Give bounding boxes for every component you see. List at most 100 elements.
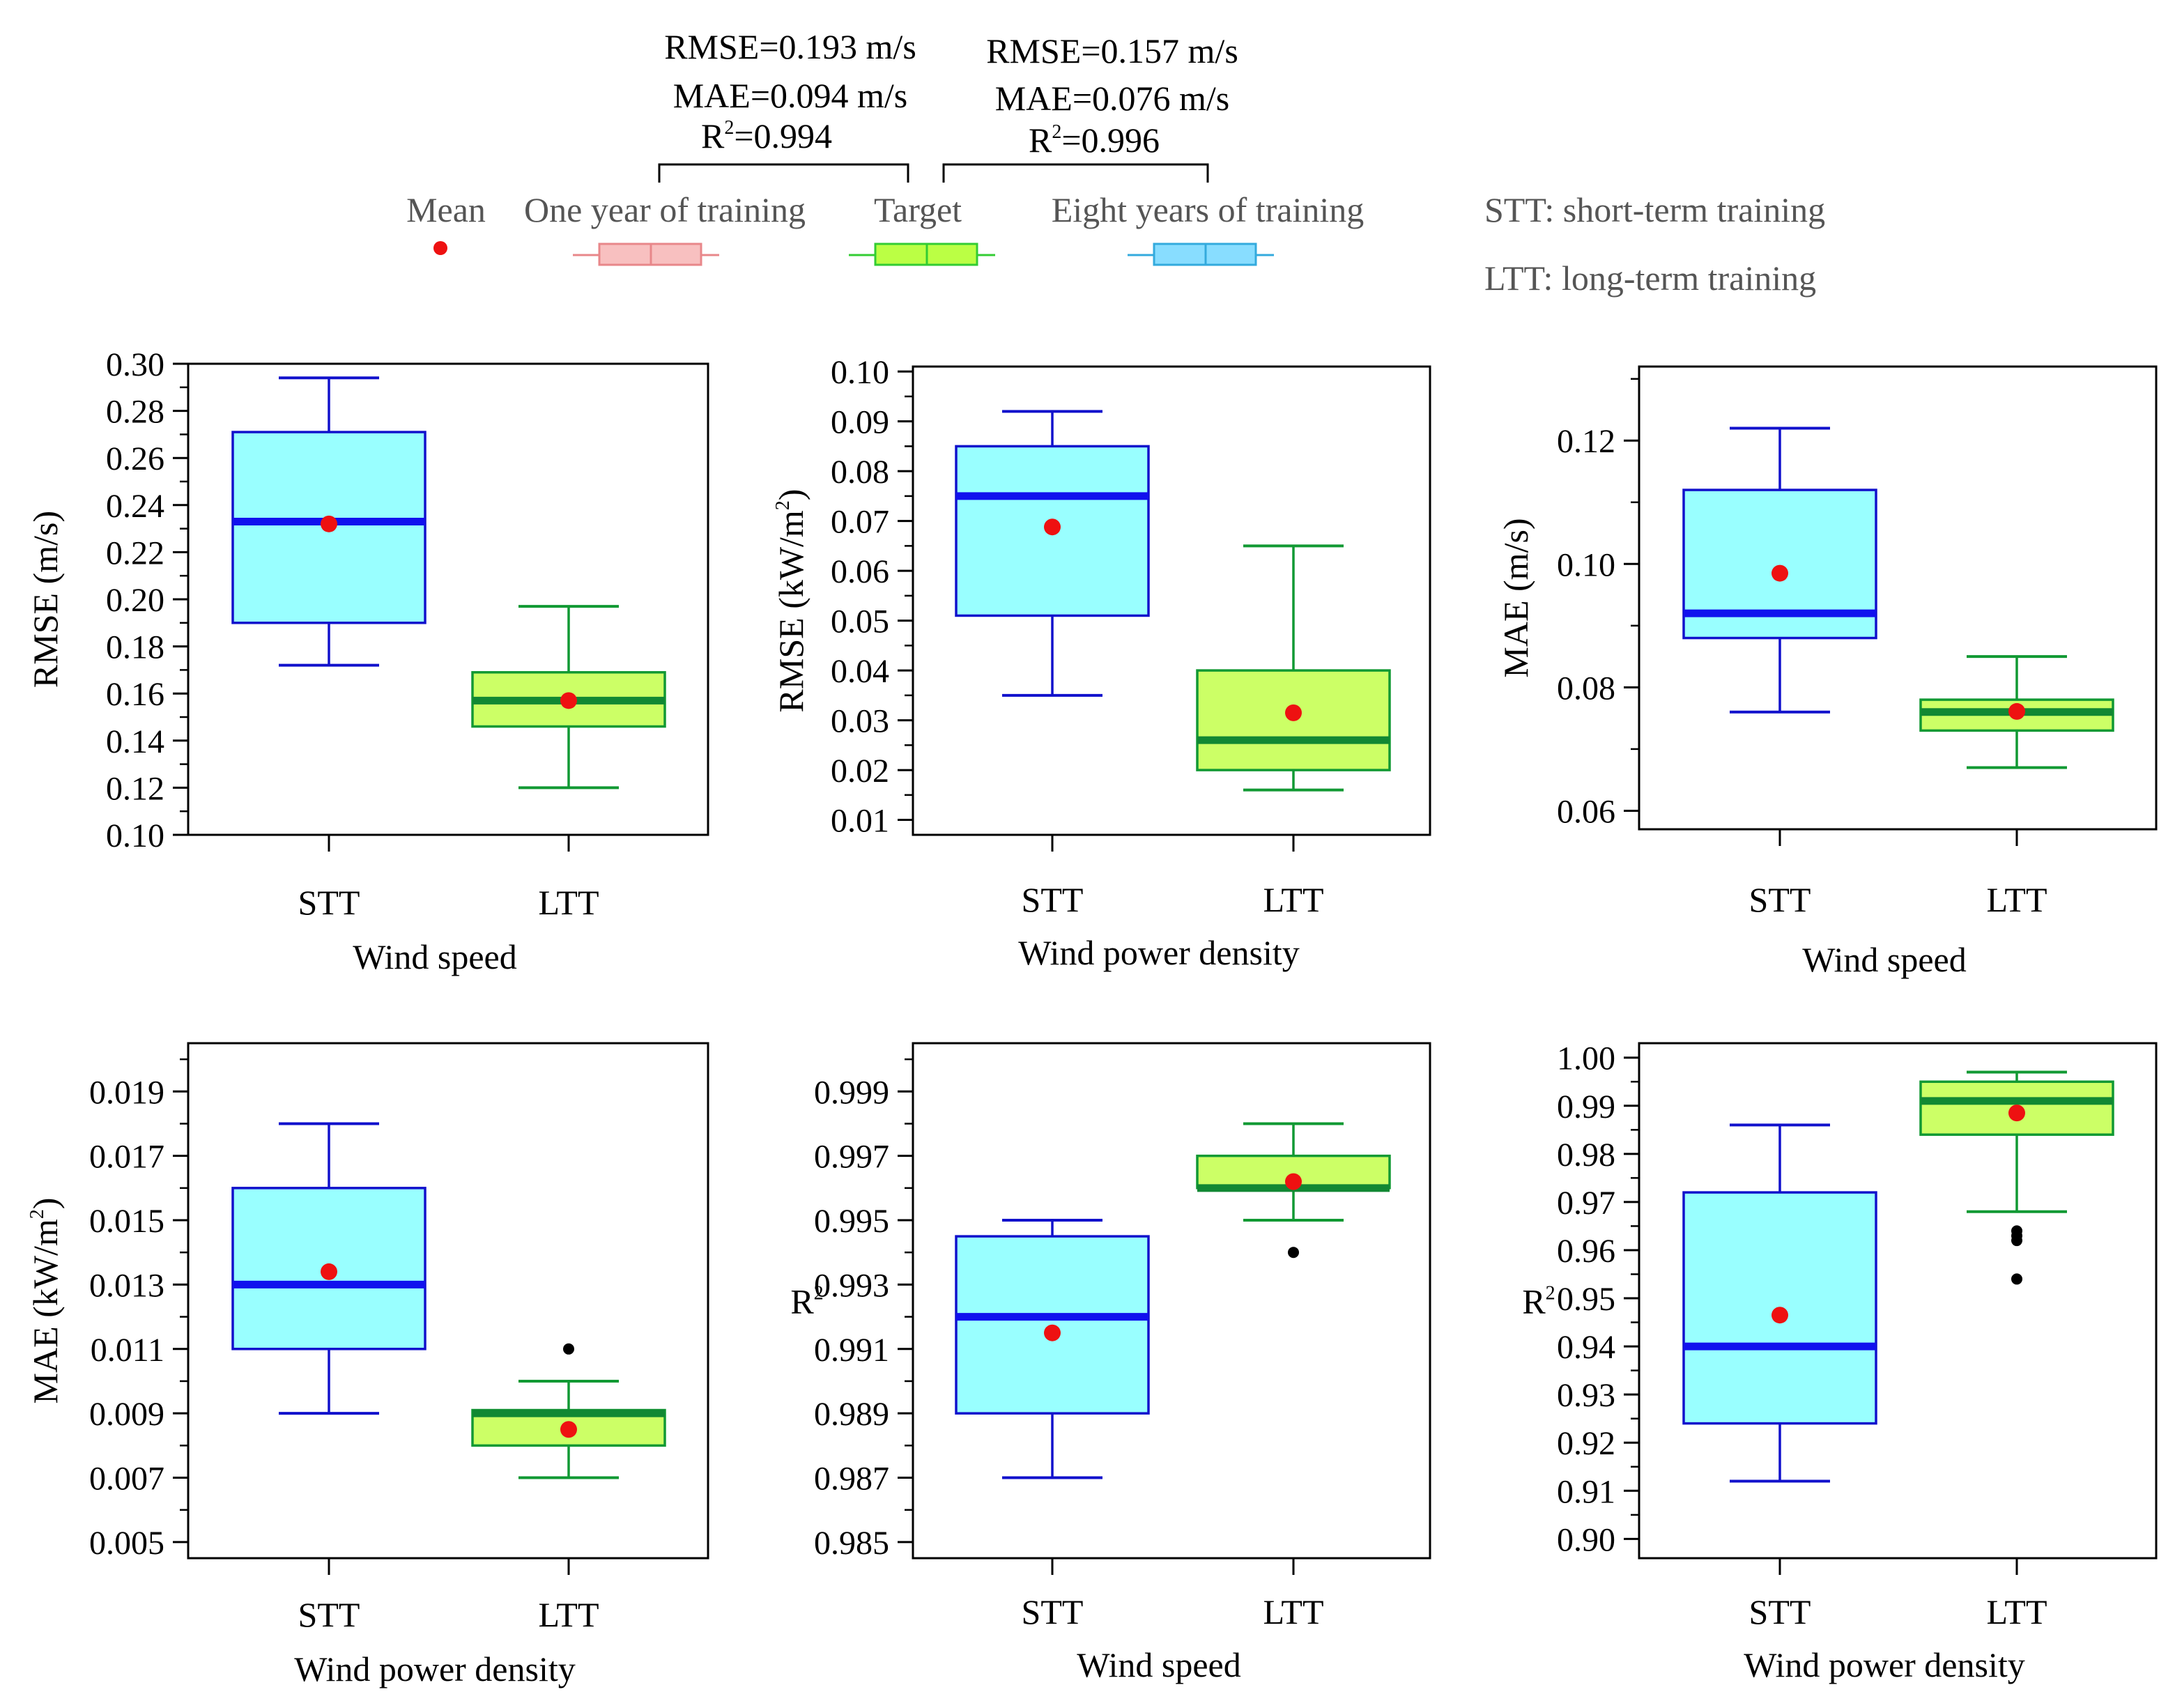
y-tick-label: 0.93 xyxy=(1557,1377,1615,1414)
x-category-label: STT xyxy=(1022,880,1084,919)
y-tick-label: 0.08 xyxy=(1557,670,1615,707)
legend-mean-marker xyxy=(433,241,447,255)
x-category-label: STT xyxy=(1022,1592,1084,1631)
y-tick-label: 0.08 xyxy=(831,454,889,491)
y-tick-label: 0.06 xyxy=(1557,793,1615,830)
mean-marker xyxy=(560,692,577,709)
stt-mae-text: MAE=0.094 m/s xyxy=(673,76,908,115)
panel-p1: 0.10 0.12 0.14 0.16 0.18 0.20 0.22 0.24 0.26 0.28… xyxy=(26,346,709,976)
y-axis-label-main: R xyxy=(1522,1282,1546,1321)
plot-frame xyxy=(1638,365,2158,831)
y-tick-label: 0.16 xyxy=(106,676,164,713)
panel-p6: 0.90 0.91 0.92 0.93 0.94 0.95 0.96 0.97 0.98 0.99… xyxy=(1522,1040,2158,1684)
ltt-mae-text: MAE=0.076 m/s xyxy=(995,79,1230,118)
x-category-label: STT xyxy=(1749,880,1811,919)
y-tick-label: 0.04 xyxy=(831,653,889,690)
box-stt xyxy=(1682,1123,1877,1483)
y-axis-label-main: MAE (m/s) xyxy=(1496,518,1535,677)
y-tick-label: 0.18 xyxy=(106,629,164,666)
mean-marker xyxy=(321,515,337,532)
y-tick-label: 0.98 xyxy=(1557,1137,1615,1174)
x-category-label: LTT xyxy=(1263,880,1323,919)
stt-comparison-bracket xyxy=(658,163,909,183)
legend-ltt-note: LTT: long-term training xyxy=(1484,259,1816,298)
y-tick-label: 0.12 xyxy=(1557,423,1615,460)
y-tick-label: 0.017 xyxy=(89,1139,164,1176)
y-axis-label: MAE (m/s) xyxy=(1496,518,1535,677)
y-axis-label: RMSE (kW/m2) xyxy=(771,489,810,713)
y-tick-label: 0.05 xyxy=(831,603,889,640)
y-axis-label-main: R xyxy=(790,1282,814,1321)
plot-frame xyxy=(912,365,1431,836)
y-tick-label: 0.99 xyxy=(1557,1088,1615,1125)
y-tick-label: 0.019 xyxy=(89,1074,164,1111)
x-axis-label: Wind power density xyxy=(1018,933,1299,972)
panel-p5: 0.985 0.987 0.989 0.991 0.993 0.995 0.997 0.999… xyxy=(790,1042,1431,1684)
ltt-comparison-bracket xyxy=(942,163,1209,183)
mean-marker xyxy=(1044,1324,1061,1341)
y-tick-label: 0.07 xyxy=(831,504,889,541)
y-tick-label: 0.28 xyxy=(106,394,164,431)
legend-one-year-box xyxy=(573,243,719,266)
plot-frame xyxy=(1638,1042,2158,1560)
y-axis-label: R2 xyxy=(790,1282,823,1321)
y-tick-label: 0.14 xyxy=(106,723,164,760)
legend-eight-years-box xyxy=(1128,243,1274,266)
y-tick-label: 0.30 xyxy=(106,346,164,383)
x-axis-label: Wind speed xyxy=(1802,940,1966,979)
ltt-r2-text: R2=0.996 xyxy=(1029,121,1160,160)
box-ltt xyxy=(1919,655,2114,769)
y-axis-label-sup: 2 xyxy=(772,500,794,510)
ltt-rmse-text: RMSE=0.157 m/s xyxy=(986,31,1238,70)
y-tick-label: 0.013 xyxy=(89,1267,164,1304)
y-tick-label: 0.09 xyxy=(831,404,889,441)
y-tick-label: 0.03 xyxy=(831,703,889,740)
y-tick-label: 0.12 xyxy=(106,770,164,807)
legend-target-label: Target xyxy=(874,190,962,229)
y-tick-label: 0.985 xyxy=(814,1525,889,1562)
box-stt xyxy=(955,410,1150,697)
y-tick-label: 0.10 xyxy=(1557,546,1615,583)
stt-rmse-text: RMSE=0.193 m/s xyxy=(664,27,916,66)
stt-r2-text: R2=0.994 xyxy=(701,116,832,155)
y-tick-label: 0.015 xyxy=(89,1203,164,1240)
iqr-box xyxy=(231,431,426,624)
y-tick-label: 0.999 xyxy=(814,1074,889,1111)
ltt-r2-value: =0.996 xyxy=(1061,121,1160,160)
mean-marker xyxy=(2008,1105,2025,1122)
box-ltt xyxy=(471,605,666,790)
stt-comparison-annotation: RMSE=0.193 m/s MAE=0.094 m/s R2=0.994 xyxy=(658,27,916,183)
legend-one-year-label: One year of training xyxy=(524,190,806,229)
outlier-point xyxy=(2011,1225,2022,1237)
legend-mean-label: Mean xyxy=(406,190,486,229)
y-tick-label: 0.24 xyxy=(106,488,164,525)
outlier-point xyxy=(2011,1273,2022,1285)
x-category-label: LTT xyxy=(538,883,599,922)
y-tick-label: 0.991 xyxy=(814,1332,889,1369)
box-stt xyxy=(955,1219,1150,1479)
y-tick-label: 0.989 xyxy=(814,1396,889,1433)
x-axis-label: Wind power density xyxy=(294,1649,575,1688)
panel-p4: 0.005 0.007 0.009 0.011 0.013 0.015 0.017 0.019… xyxy=(26,1042,709,1688)
y-axis-label-main: RMSE (m/s) xyxy=(26,511,65,688)
iqr-box xyxy=(1919,1080,2114,1136)
box-ltt xyxy=(1196,1122,1391,1259)
y-tick-label: 0.987 xyxy=(814,1461,889,1498)
y-tick-label: 0.22 xyxy=(106,534,164,571)
x-axis-label: Wind speed xyxy=(1077,1645,1240,1684)
y-tick-label: 0.20 xyxy=(106,582,164,619)
x-category-label: STT xyxy=(298,883,360,922)
y-tick-label: 0.007 xyxy=(89,1461,164,1498)
mean-marker xyxy=(560,1421,577,1438)
y-axis-label: RMSE (m/s) xyxy=(26,511,65,688)
y-tick-label: 0.02 xyxy=(831,753,889,790)
box-ltt xyxy=(1196,544,1391,792)
y-tick-label: 0.26 xyxy=(106,440,164,477)
stt-r2-sup: 2 xyxy=(724,117,734,139)
plot-frame xyxy=(187,1042,709,1560)
y-tick-label: 0.97 xyxy=(1557,1185,1615,1222)
legend-target-box xyxy=(849,243,995,266)
y-tick-label: 0.997 xyxy=(814,1139,889,1176)
y-tick-label: 0.06 xyxy=(831,553,889,590)
